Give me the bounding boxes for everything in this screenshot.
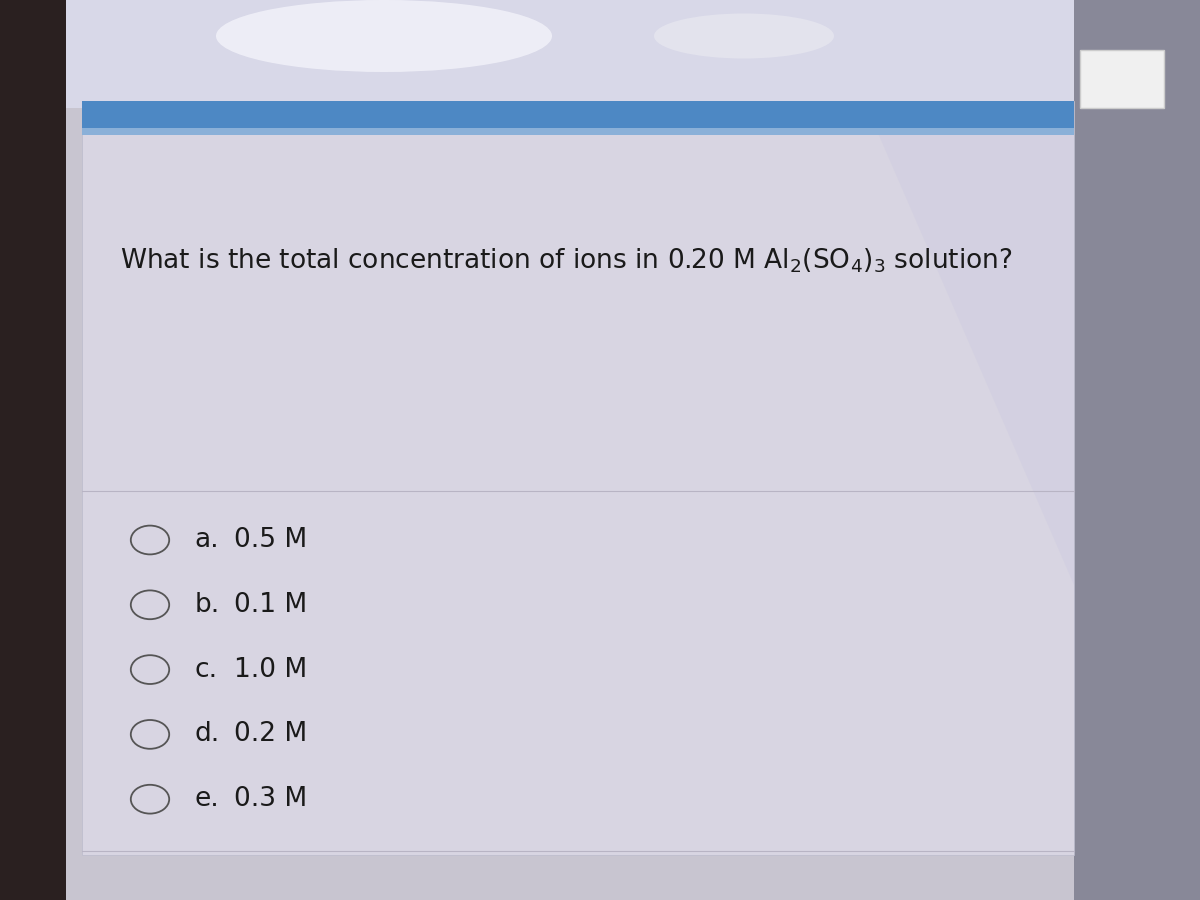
FancyBboxPatch shape: [1080, 50, 1164, 108]
Text: e.: e.: [194, 787, 220, 812]
Text: 0.2 M: 0.2 M: [234, 722, 307, 747]
Circle shape: [131, 655, 169, 684]
FancyBboxPatch shape: [66, 0, 1074, 108]
FancyBboxPatch shape: [0, 0, 66, 900]
Text: b.: b.: [194, 592, 220, 617]
Text: c.: c.: [194, 657, 217, 682]
Text: 1.0 M: 1.0 M: [234, 657, 307, 682]
Circle shape: [131, 590, 169, 619]
FancyBboxPatch shape: [82, 128, 1074, 135]
Text: What is the total concentration of ions in 0.20 M Al$_2$(SO$_4$)$_3$ solution?: What is the total concentration of ions …: [120, 247, 1013, 275]
Circle shape: [131, 526, 169, 554]
Text: 0.3 M: 0.3 M: [234, 787, 307, 812]
Circle shape: [131, 785, 169, 814]
Text: 0.1 M: 0.1 M: [234, 592, 307, 617]
Polygon shape: [864, 101, 1074, 585]
Ellipse shape: [654, 14, 834, 58]
FancyBboxPatch shape: [1074, 0, 1200, 900]
Text: d.: d.: [194, 722, 220, 747]
Ellipse shape: [216, 0, 552, 72]
FancyBboxPatch shape: [82, 101, 1074, 855]
FancyBboxPatch shape: [82, 101, 1074, 128]
Circle shape: [131, 720, 169, 749]
Text: 0.5 M: 0.5 M: [234, 527, 307, 553]
Text: a.: a.: [194, 527, 220, 553]
